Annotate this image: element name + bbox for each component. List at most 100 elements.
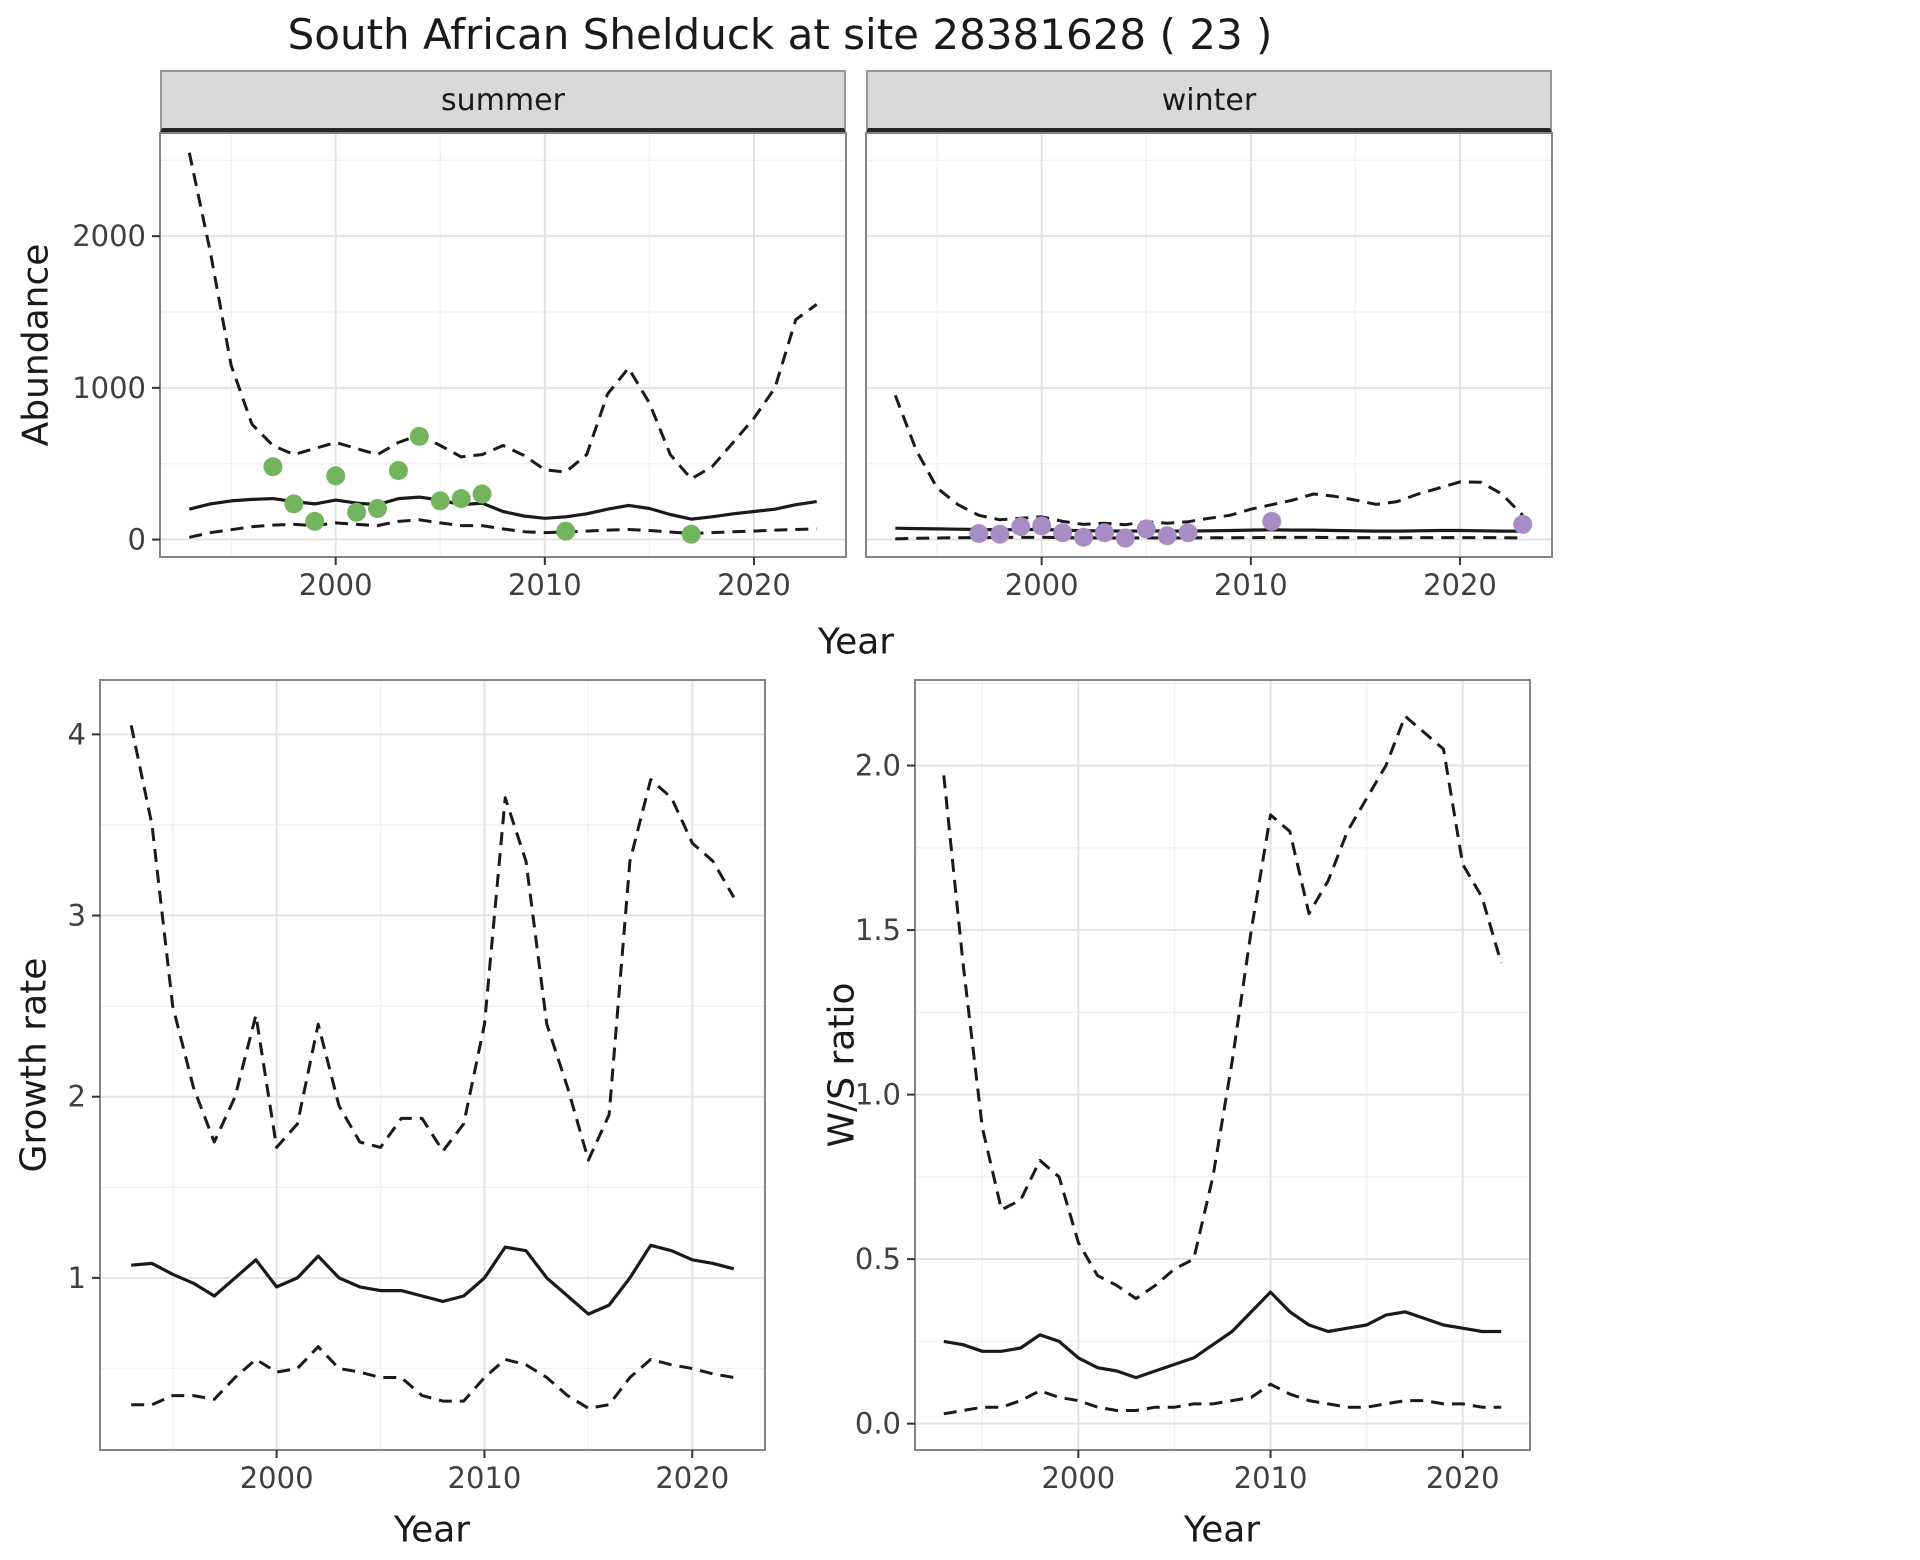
summer-abundance-point <box>284 494 304 514</box>
winter-abundance-point <box>1094 523 1114 543</box>
ws-ratio-median-line <box>943 1290 1502 1380</box>
ws-ratio-y-tick-label: 1.5 <box>855 913 901 947</box>
winter-abundance-point <box>1157 526 1177 546</box>
summer-abundance-y-axis-ticks: 0 1000 2000 <box>72 219 160 557</box>
year-axis-label-top: Year <box>817 621 895 663</box>
ws-ratio-gridlines <box>915 680 1530 1450</box>
summer-abundance-panel-border <box>159 132 847 558</box>
summer-abundance-point <box>451 489 471 509</box>
winter-abundance-point <box>1262 511 1282 531</box>
ws-ratio-panel-border <box>914 679 1531 1451</box>
growth-rate-y-tick-label: 1 <box>68 1261 86 1295</box>
ws-ratio-axis-label: W/S ratio <box>821 982 863 1148</box>
summer-abundance-point <box>388 461 408 481</box>
growth-rate-axis-label: Growth rate <box>13 957 55 1173</box>
summer-abundance-point <box>368 498 388 518</box>
winter-abundance-panel-border <box>865 132 1553 558</box>
ws-ratio-y-tick-label: 2.0 <box>855 749 901 783</box>
growth-rate-x-tick-label: 2020 <box>655 1461 729 1495</box>
summer-abundance-y-tick-label: 2000 <box>72 219 146 253</box>
ws-ratio-y-tick-label: 1.0 <box>855 1078 901 1112</box>
growth-rate-y-tick-label: 2 <box>68 1080 86 1114</box>
winter-abundance-upper-ci-line <box>893 394 1524 527</box>
winter-abundance-point <box>969 523 989 543</box>
summer-abundance-panel-bg <box>160 133 846 557</box>
growth-rate-x-axis-ticks: 2000 2010 2020 <box>240 1450 729 1495</box>
summer-abundance-y-tick-label: 0 <box>128 523 146 557</box>
growth-rate-panel-border <box>99 679 766 1451</box>
summer-abundance-panel: 2000 2010 2020 0 1000 2000 <box>72 132 847 602</box>
summer-abundance-point <box>347 502 367 522</box>
winter-abundance-gridlines <box>866 133 1552 557</box>
summer-abundance-point <box>681 524 701 544</box>
winter-abundance-point <box>1178 523 1198 543</box>
winter-abundance-panel-bg <box>866 133 1552 557</box>
winter-abundance-point <box>1136 519 1156 539</box>
winter-abundance-series <box>893 394 1533 548</box>
summer-abundance-point <box>326 466 346 486</box>
summer-abundance-series <box>187 152 818 544</box>
summer-abundance-x-tick-label: 2020 <box>717 568 791 602</box>
winter-abundance-panel: 2000 2010 2020 <box>865 132 1553 602</box>
ws-ratio-x-tick-label: 2010 <box>1234 1461 1308 1495</box>
year-axis-label-bottom-right: Year <box>1183 1509 1261 1551</box>
year-axis-label-bottom-left: Year <box>393 1509 471 1551</box>
winter-abundance-x-tick-label: 2010 <box>1214 568 1288 602</box>
winter-abundance-x-tick-label: 2020 <box>1423 568 1497 602</box>
facet-strip-summer: summer <box>160 70 846 133</box>
winter-abundance-point <box>1011 517 1031 537</box>
ws-ratio-series <box>942 714 1503 1416</box>
facet-strip-summer-label: summer <box>441 82 565 118</box>
winter-abundance-x-tick-label: 2000 <box>1005 568 1079 602</box>
ws-ratio-upper-ci-line <box>942 714 1503 1301</box>
observed-counts-winter <box>969 511 1533 548</box>
growth-rate-x-tick-label: 2000 <box>240 1461 314 1495</box>
summer-abundance-upper-ci-line <box>187 152 818 481</box>
growth-rate-lower-ci-line <box>131 1345 735 1410</box>
facet-strip-winter-label: winter <box>1161 82 1257 118</box>
summer-abundance-lower-ci-line <box>188 518 817 539</box>
summer-abundance-point <box>305 511 325 531</box>
ws-ratio-y-axis-ticks: 0.0 0.5 1.0 1.5 2.0 <box>855 749 915 1441</box>
ws-ratio-x-tick-label: 2020 <box>1426 1461 1500 1495</box>
growth-rate-series <box>129 724 736 1410</box>
summer-abundance-x-tick-label: 2000 <box>299 568 373 602</box>
ws-ratio-x-axis-ticks: 2000 2010 2020 <box>1041 1450 1500 1495</box>
winter-abundance-point <box>1074 527 1094 547</box>
growth-rate-gridlines <box>100 680 765 1450</box>
summer-abundance-point <box>556 521 576 541</box>
growth-rate-upper-ci-line <box>129 724 736 1162</box>
abundance-axis-label: Abundance <box>15 243 57 447</box>
summer-abundance-y-tick-label: 1000 <box>72 371 146 405</box>
winter-abundance-point <box>990 524 1010 544</box>
growth-rate-y-tick-label: 3 <box>68 899 86 933</box>
ws-ratio-panel-bg <box>915 680 1530 1450</box>
summer-abundance-x-axis-ticks: 2000 2010 2020 <box>299 557 791 602</box>
ws-ratio-y-tick-label: 0.5 <box>855 1242 901 1276</box>
summer-abundance-x-tick-label: 2010 <box>508 568 582 602</box>
ws-ratio-panel: 2000 2010 2020 0.0 0.5 1.0 1.5 2.0 <box>855 679 1531 1495</box>
chart-title: South African Shelduck at site 28381628 … <box>287 10 1273 59</box>
winter-abundance-point <box>1513 514 1533 534</box>
winter-abundance-point <box>1032 516 1052 536</box>
growth-rate-panel-bg <box>100 680 765 1450</box>
summer-abundance-point <box>409 426 429 446</box>
summer-abundance-point <box>472 484 492 504</box>
observed-counts-summer <box>263 426 701 544</box>
winter-abundance-point <box>1115 528 1135 548</box>
winter-abundance-point <box>1053 523 1073 543</box>
summer-abundance-gridlines <box>160 133 846 557</box>
growth-rate-panel: 2000 2010 2020 1 2 3 4 <box>68 679 766 1495</box>
growth-rate-y-tick-label: 4 <box>68 717 86 751</box>
growth-rate-median-line <box>131 1243 735 1316</box>
summer-abundance-point <box>430 491 450 511</box>
facet-strip-winter: winter <box>866 70 1552 133</box>
winter-abundance-x-axis-ticks: 2000 2010 2020 <box>1005 557 1497 602</box>
ws-ratio-x-tick-label: 2000 <box>1041 1461 1115 1495</box>
growth-rate-x-tick-label: 2010 <box>448 1461 522 1495</box>
ws-ratio-lower-ci-line <box>943 1382 1502 1416</box>
growth-rate-y-axis-ticks: 1 2 3 4 <box>68 717 100 1295</box>
ws-ratio-y-tick-label: 0.0 <box>855 1407 901 1441</box>
summer-abundance-point <box>263 457 283 477</box>
